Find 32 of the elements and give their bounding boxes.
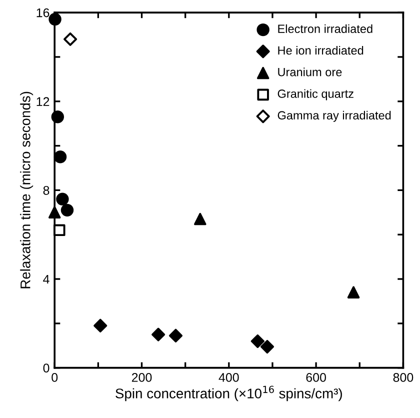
- legend-label: Granitic quartz: [278, 89, 354, 100]
- point: [51, 110, 64, 124]
- legend-label: He ion irradiated: [278, 46, 364, 55]
- point: [152, 328, 166, 342]
- y-tick-label: 4: [43, 274, 50, 284]
- x-tick-label: 800: [393, 373, 414, 382]
- y-tick-label: 8: [43, 186, 50, 195]
- point: [347, 286, 360, 298]
- point: [48, 206, 61, 219]
- point: [168, 328, 183, 342]
- point: [56, 192, 69, 206]
- point: [54, 150, 67, 164]
- x-tick-label: 0: [52, 373, 58, 382]
- point: [64, 32, 78, 46]
- legend-label: Uranium ore: [278, 68, 342, 76]
- legend-label: Electron irradiated: [278, 24, 372, 34]
- x-tick-label: 600: [306, 373, 326, 382]
- y-tick-label: 16: [36, 8, 50, 18]
- point: [60, 204, 74, 217]
- y-tick-label: 0: [43, 364, 50, 372]
- y-tick-label: 12: [36, 97, 50, 106]
- y-axis-title: Relaxation time (micro seconds): [20, 92, 34, 288]
- point: [260, 340, 274, 354]
- point: [194, 212, 206, 226]
- point: [54, 224, 66, 236]
- x-tick-label: 400: [218, 373, 239, 382]
- legend-label: Gamma ray irradiated: [278, 110, 391, 122]
- point: [48, 12, 62, 26]
- x-tick-label: 200: [132, 373, 152, 382]
- point: [250, 334, 264, 348]
- x-axis-title: Spin concentration (×10$^{16}$ spins/cm³): [116, 386, 342, 402]
- point: [94, 318, 108, 332]
